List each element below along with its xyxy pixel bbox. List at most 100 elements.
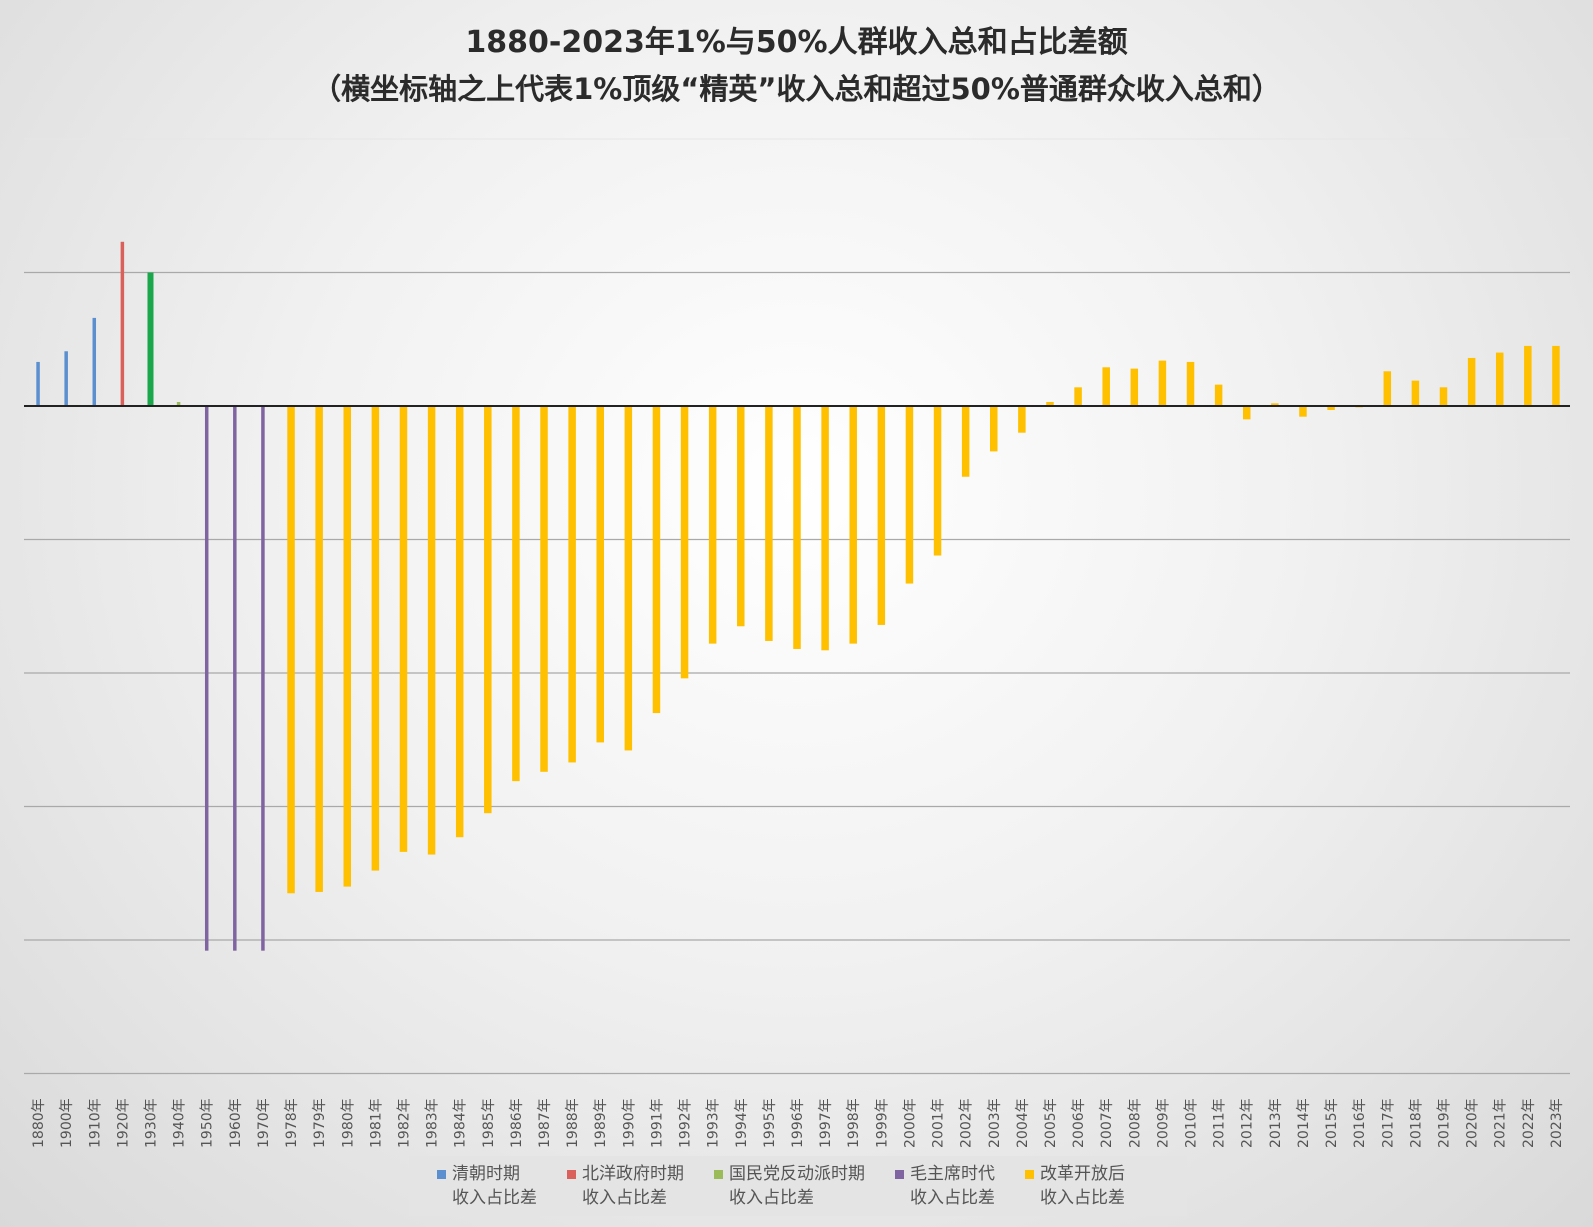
x-tick-label: 1998年 [846,1098,862,1148]
bar-2010年 [1186,361,1195,406]
bar-1880年 [36,361,40,406]
legend-label-line1: 清朝时期 [452,1164,520,1184]
legend-swatch-icon [895,1170,904,1179]
x-tick-label: 1992年 [678,1098,694,1148]
x-tick-label: 1989年 [593,1098,609,1148]
legend-label-line1: 毛主席时代 [910,1164,995,1184]
bar-2022年 [1524,345,1532,406]
bar-1987年 [540,406,548,772]
bar-1992年 [680,406,689,679]
legend-label-line2: 收入占比差 [910,1188,995,1208]
x-tick-label: 2014年 [1296,1098,1312,1148]
x-tick-label: 2015年 [1324,1098,1340,1148]
x-tick-label: 2018年 [1408,1098,1424,1148]
x-tick-label: 1950年 [200,1098,216,1148]
x-tick-label: 2000年 [902,1098,918,1148]
x-tick-label: 1984年 [453,1098,469,1148]
bar-2014年 [1299,406,1307,417]
x-tick-label: 2002年 [959,1098,975,1148]
x-tick-label: 1930年 [143,1098,159,1148]
bar-1996年 [793,406,801,649]
x-tick-label: 1978年 [284,1098,300,1148]
x-tick-label: 2017年 [1380,1098,1396,1148]
legend-item: 毛主席时代收入占比差 [895,1162,995,1210]
bars [36,241,1560,951]
x-tick-label: 1995年 [762,1098,778,1148]
legend-label-line1: 国民党反动派时期 [729,1164,865,1184]
bar-2017年 [1383,371,1392,406]
x-tick-label: 1991年 [649,1098,665,1148]
bar-2015年 [1327,406,1335,411]
x-tick-label: 1900年 [59,1098,75,1148]
x-tick-label: 1987年 [537,1098,553,1148]
bar-2005年 [1046,401,1054,406]
bar-2000年 [905,406,914,584]
x-tick-label: 1940年 [172,1098,188,1148]
bar-2008年 [1130,368,1139,406]
bar-2004年 [1018,406,1026,433]
x-tick-label: 1993年 [706,1098,722,1148]
bar-1982年 [399,406,408,852]
x-tick-label: 1979年 [312,1098,328,1148]
x-tick-label: 2020年 [1465,1098,1481,1148]
legend-item: 改革开放后 收入占比差 [1025,1162,1125,1210]
bar-2023年 [1552,345,1560,406]
x-tick-label: 2022年 [1521,1098,1537,1148]
legend-item: 清朝时期 收入占比差 [437,1162,537,1210]
bar-1983年 [427,406,436,855]
bar-2002年 [961,406,970,477]
x-tick-label: 1980年 [340,1098,356,1148]
bar-2018年 [1411,380,1420,406]
bar-2006年 [1074,387,1082,406]
x-tick-label: 2006年 [1071,1098,1087,1148]
x-tick-label: 1997年 [818,1098,834,1148]
bar-1985年 [484,406,492,814]
x-tick-label: 1920年 [115,1098,131,1148]
bar-1960年 [233,406,237,951]
x-tick-label: 1985年 [481,1098,497,1148]
bar-2011年 [1214,384,1223,406]
x-tick-label: 2001年 [931,1098,947,1148]
x-tick-labels: 1880年 1900年 1910年 1920年 1930年 1940年 1950年 1960年… [31,1098,1565,1148]
bar-1994年 [737,406,745,627]
legend-item: 国民党反动派时期 收入占比差 [714,1162,865,1210]
x-tick-label: 1981年 [368,1098,384,1148]
bar-1950年 [204,406,209,951]
bar-1920年 [120,241,125,406]
bar-1979年 [315,406,323,892]
x-tick-label: 2007年 [1099,1098,1115,1148]
bar-1986年 [512,406,520,782]
bar-1980年 [343,406,352,887]
x-tick-label: 2004年 [1015,1098,1031,1148]
bar-1993年 [708,406,717,644]
bar-2020年 [1467,357,1476,406]
bar-2007年 [1102,367,1110,406]
x-tick-label: 2012年 [1240,1098,1256,1148]
x-tick-label: 2003年 [987,1098,1003,1148]
x-tick-label: 1999年 [874,1098,890,1148]
legend-swatch-icon [714,1170,723,1179]
bar-1998年 [849,406,857,644]
legend-label-line2: 收入占比差 [729,1188,814,1208]
legend-swatch-icon [567,1170,576,1179]
bar-1990年 [624,406,633,751]
x-tick-label: 1994年 [734,1098,750,1148]
x-tick-label: 1990年 [621,1098,637,1148]
legend-item: 北洋政府时期 收入占比差 [567,1162,684,1210]
bar-1981年 [371,406,380,871]
bar-1978年 [287,406,295,894]
bar-2019年 [1439,387,1448,406]
bar-2013年 [1271,403,1279,406]
bar-1999年 [877,406,886,625]
x-tick-label: 2009年 [1155,1098,1171,1148]
x-tick-label: 1996年 [790,1098,806,1148]
bar-1988年 [568,406,576,763]
bar-1930年 [147,272,154,406]
bar-2009年 [1158,360,1167,406]
bar-chart: 1880年 1900年 1910年 1920年 1930年 1940年 1950年 1960年… [24,138,1570,1148]
bar-1970年 [261,406,265,951]
legend-label-line1: 北洋政府时期 [582,1164,684,1184]
legend: 清朝时期 收入占比差 北洋政府时期 收入占比差 国民党反动派时期 收入占比差 毛主席时代 收入… [409,1156,1187,1216]
bar-1989年 [596,406,604,743]
x-tick-label: 2016年 [1352,1098,1368,1148]
